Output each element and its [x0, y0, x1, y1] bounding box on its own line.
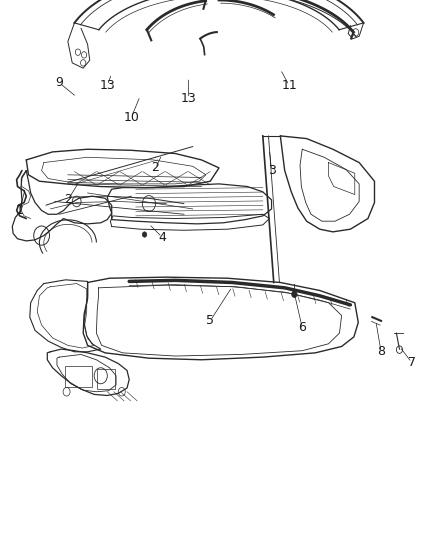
Text: 13: 13	[180, 92, 196, 105]
Text: 4: 4	[158, 231, 166, 244]
Text: 9: 9	[55, 76, 63, 89]
Text: 8: 8	[377, 345, 385, 358]
Bar	[65, 366, 92, 387]
Circle shape	[142, 232, 147, 237]
Text: 13: 13	[99, 79, 115, 92]
Text: 11: 11	[281, 79, 297, 92]
Circle shape	[292, 291, 297, 297]
Bar	[97, 369, 115, 389]
Text: 7: 7	[408, 356, 416, 369]
Text: 2: 2	[152, 161, 159, 174]
Text: 3: 3	[268, 164, 276, 177]
Text: 5: 5	[206, 314, 214, 327]
Text: 6: 6	[298, 321, 306, 334]
Text: 10: 10	[124, 111, 139, 124]
Text: 1: 1	[16, 204, 24, 217]
Text: 2: 2	[64, 193, 72, 206]
